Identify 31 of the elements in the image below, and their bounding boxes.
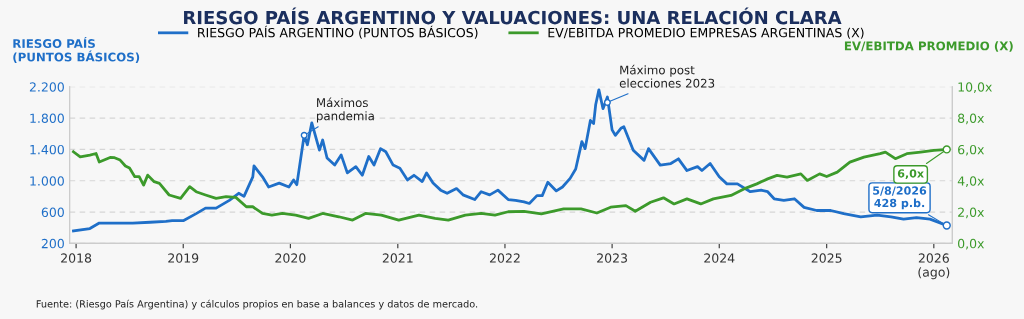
y2-axis-title: EV/EBITDA PROMEDIO (X) — [844, 41, 1013, 52]
chart-title: RIESGO PAÍS ARGENTINO Y VALUACIONES: UNA RELACIÓN CLARA — [184, 7, 842, 25]
y-tick-label: 1.800 — [30, 113, 64, 124]
x-tick-label: 2025 — [811, 253, 842, 263]
y2-tick-label: 6,0x — [958, 144, 985, 156]
y2-tick-label: 8,0x — [958, 113, 985, 125]
y2-tick-label: 10,0x — [958, 82, 992, 93]
y-tick-label: 600 — [41, 207, 64, 217]
x-tick-label: 2021 — [382, 253, 413, 263]
x-tick-label: 2018 — [61, 253, 92, 263]
y-tick-label: 1.000 — [30, 176, 64, 186]
annotation: Máximos pandemia — [316, 97, 374, 123]
x-tick-label: 2019 — [168, 253, 199, 263]
data-label: 5/8/2026 428 p.b. — [873, 186, 927, 210]
y-tick-label: 200 — [41, 238, 64, 249]
data-label: 6,0x — [897, 169, 924, 180]
legend-label: RIESGO PAÍS ARGENTINO (PUNTOS BÁSICOS) — [198, 25, 478, 39]
y2-tick-label: 4,0x — [957, 176, 985, 187]
x-tick-label: 2023 — [597, 253, 628, 263]
x-tick-label: 2024 — [704, 253, 735, 263]
y-tick-label: 2.200 — [29, 82, 64, 92]
y2-tick-label: 2,0x — [958, 207, 985, 219]
x-tick-label: 2026 (ago) — [918, 253, 950, 280]
y2-tick-label: 0,0x — [958, 238, 985, 250]
legend-label: EV/EBITDA PROMEDIO EMPRESAS ARGENTINAS (X) — [548, 27, 864, 39]
y-axis-title: RIESGO PAÍS (PUNTOS BÁSICOS) — [13, 36, 140, 63]
x-tick-label: 2022 — [489, 253, 520, 263]
y-tick-label: 1.400 — [30, 144, 64, 155]
x-tick-label: 2020 — [275, 253, 306, 263]
annotation: Máximo post elecciones 2023 — [619, 64, 715, 88]
source-note: Fuente: (Riesgo País Argentina) y cálculos propios en base a balances y datos de mercado. — [36, 299, 478, 310]
